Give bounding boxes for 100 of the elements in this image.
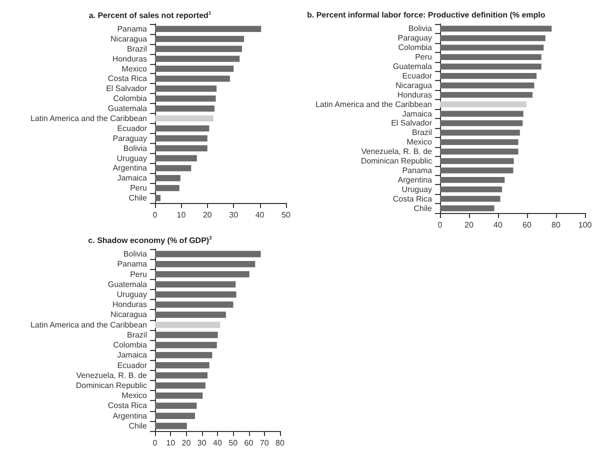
y-tick-label: Jamaica — [117, 174, 148, 183]
chart-title: b. Percent informal labor force: Productive definition (% emplo — [307, 10, 546, 20]
bar — [155, 382, 206, 389]
y-tick-label: Brazil — [126, 44, 148, 54]
y-tick-label: Mexico — [122, 64, 148, 74]
y-tick-label: Nicaragua — [110, 310, 148, 320]
bar — [440, 64, 542, 70]
x-tick-label: 40 — [255, 210, 265, 220]
y-tick-label: Bolivia — [408, 24, 433, 34]
bar — [440, 26, 552, 32]
bar — [155, 56, 240, 62]
y-tick-label: Jamaica — [402, 109, 433, 118]
y-tick-label: Mexico — [122, 391, 148, 400]
y-tick-label: Latin America and the Caribbean — [30, 320, 147, 330]
bar — [155, 105, 214, 112]
bar — [440, 92, 533, 98]
y-tick-label: Costa Rica — [108, 74, 148, 84]
bar — [155, 36, 244, 42]
y-tick-label: Ecuador — [117, 360, 148, 370]
y-tick-label: Costa Rica — [108, 401, 148, 410]
bar — [155, 96, 216, 102]
bar — [155, 332, 218, 338]
x-tick-label: 40 — [494, 220, 503, 230]
bar — [155, 301, 234, 308]
y-tick-label: Ecuador — [402, 71, 432, 80]
x-tick-label: 0 — [438, 220, 443, 230]
bar — [155, 342, 217, 348]
y-tick-label: Colombia — [398, 43, 433, 52]
x-tick-label: 100 — [578, 220, 592, 230]
x-tick-label: 80 — [276, 438, 285, 448]
y-tick-label: Mexico — [406, 138, 433, 147]
bar — [155, 250, 261, 258]
y-tick-label: Latin America and the Caribbean — [30, 114, 147, 123]
y-tick-label: Honduras — [112, 54, 147, 64]
bar — [440, 130, 520, 136]
bar — [155, 281, 236, 288]
y-tick-label: Brazil — [412, 128, 432, 138]
bar — [155, 145, 208, 152]
bar — [155, 412, 195, 419]
y-tick-label: Argentina — [398, 175, 433, 184]
bar — [155, 26, 262, 32]
y-tick-label: Guatemala — [108, 104, 148, 114]
y-tick-label: El Salvador — [106, 84, 148, 94]
bar — [440, 44, 544, 51]
x-tick-label: 60 — [244, 438, 254, 448]
bar — [155, 125, 210, 132]
bar — [440, 101, 526, 108]
bar — [440, 205, 494, 212]
x-tick-label: 10 — [166, 438, 176, 448]
x-tick-label: 40 — [213, 438, 222, 448]
bar — [155, 66, 234, 72]
bar — [155, 372, 208, 379]
bar — [155, 402, 197, 409]
x-tick-label: 70 — [260, 438, 270, 448]
x-tick-label: 20 — [182, 438, 192, 448]
y-tick-label: Nicaragua — [110, 34, 148, 44]
y-tick-label: El Salvador — [391, 118, 432, 128]
bar — [155, 46, 242, 52]
bar — [155, 312, 226, 318]
y-tick-label: Chile — [128, 421, 148, 430]
bar — [155, 185, 180, 192]
x-tick-label: 50 — [228, 438, 238, 448]
y-tick-label: Bolivia — [123, 144, 148, 153]
y-tick-label: Panama — [117, 260, 148, 269]
x-tick-label: 80 — [552, 220, 561, 230]
x-tick-label: 10 — [176, 210, 186, 220]
y-tick-label: Ecuador — [117, 124, 148, 133]
y-tick-label: Jamaica — [117, 350, 148, 360]
bar — [155, 135, 208, 142]
y-tick-label: Chile — [414, 204, 433, 213]
bar — [440, 35, 546, 42]
y-tick-label: Panama — [402, 166, 433, 175]
bar — [155, 155, 197, 162]
y-tick-label: Bolivia — [123, 250, 148, 259]
bar — [155, 322, 220, 328]
y-tick-label: Dominican Republic — [76, 381, 147, 390]
bar — [440, 168, 514, 174]
y-tick-label: Colombia — [113, 340, 148, 350]
bar — [155, 86, 217, 92]
y-tick-label: Guatemala — [392, 62, 433, 72]
bar — [155, 352, 212, 358]
y-tick-label: Chile — [128, 194, 148, 203]
y-tick-label: Colombia — [113, 94, 148, 104]
x-tick-label: 20 — [464, 220, 474, 230]
bar — [440, 73, 537, 79]
x-tick-label: 50 — [282, 210, 291, 220]
y-tick-label: Argentina — [112, 164, 148, 173]
bar — [440, 82, 534, 88]
y-tick-label: Uruguay — [402, 184, 432, 194]
bar — [440, 186, 502, 192]
y-tick-label: Uruguay — [116, 290, 147, 299]
bar — [155, 422, 187, 430]
y-tick-label: Nicaragua — [396, 80, 433, 90]
y-tick-label: Costa Rica — [392, 194, 433, 204]
bar — [440, 120, 523, 126]
y-tick-label: Peru — [415, 52, 432, 62]
bar — [155, 261, 256, 268]
y-tick-label: Honduras — [397, 90, 432, 100]
bar — [440, 110, 524, 117]
y-tick-label: Peru — [130, 270, 147, 279]
